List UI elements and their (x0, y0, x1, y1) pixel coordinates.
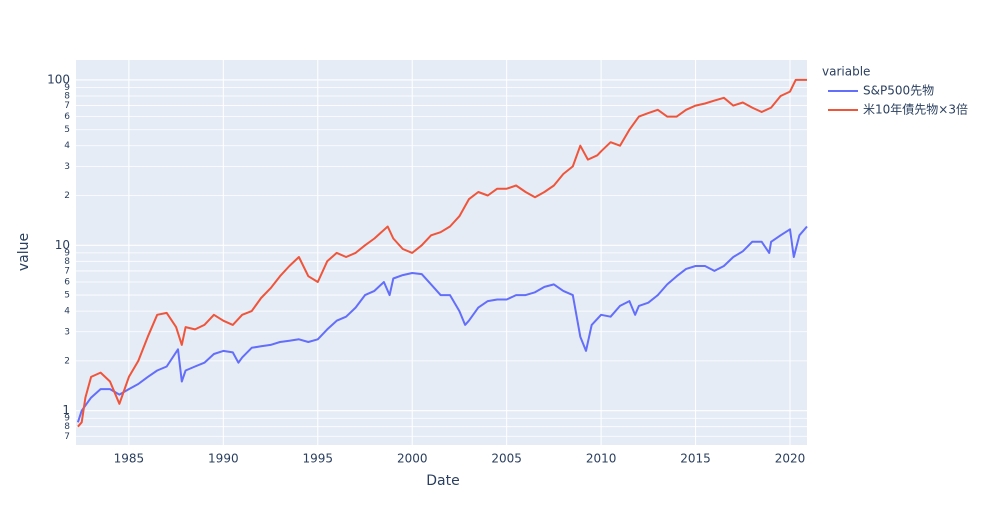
legend-title: variable (822, 65, 870, 79)
legend-label: S&P500先物 (863, 84, 934, 98)
y-tick-label: 3 (64, 327, 70, 337)
series-line (77, 78, 807, 428)
x-tick-label: 2015 (680, 452, 711, 466)
y-tick-label: 9 (64, 414, 70, 424)
y-tick-label: 4 (64, 141, 70, 151)
y-tick-label: 100 (47, 72, 70, 86)
y-tick-label: 8 (64, 257, 70, 267)
y-tick-label: 2 (64, 356, 70, 366)
x-tick-label: 1990 (208, 452, 239, 466)
x-tick-label: 2010 (586, 452, 617, 466)
y-tick-label: 10 (55, 238, 70, 252)
x-tick-label: 2000 (397, 452, 428, 466)
y-tick-label: 8 (64, 422, 70, 432)
y-tick-label: 5 (64, 125, 70, 135)
y-tick-label: 9 (64, 248, 70, 258)
y-tick-label: 8 (64, 91, 70, 101)
y-tick-label: 7 (64, 101, 70, 111)
y-axis-title: value (16, 233, 32, 271)
y-tick-label: 7 (64, 432, 70, 442)
y-tick-label: 4 (64, 307, 70, 317)
legend-label: 米10年債先物×3倍 (863, 102, 968, 117)
y-tick-label: 3 (64, 162, 70, 172)
y-tick-label: 9 (64, 83, 70, 93)
y-tick-label: 1 (62, 403, 70, 417)
y-tick-label: 2 (64, 191, 70, 201)
x-tick-label: 1985 (114, 452, 145, 466)
y-tick-label: 5 (64, 291, 70, 301)
x-tick-label: 2005 (491, 452, 522, 466)
y-tick-label: 6 (64, 112, 70, 122)
y-tick-label: 7 (64, 266, 70, 276)
x-tick-label: 1995 (303, 452, 334, 466)
x-tick-label: 2020 (775, 452, 806, 466)
y-tick-label: 6 (64, 277, 70, 287)
x-axis-title: Date (426, 473, 459, 489)
series-line (76, 225, 808, 423)
